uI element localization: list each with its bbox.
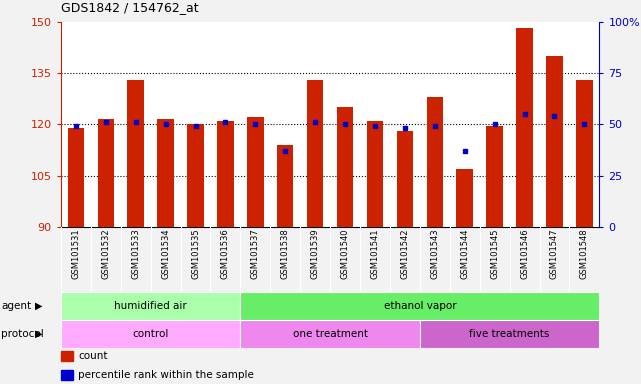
- Bar: [61, 320, 240, 348]
- Bar: [158, 119, 174, 227]
- Text: GDS1842 / 154762_at: GDS1842 / 154762_at: [61, 1, 199, 14]
- Text: GSM101535: GSM101535: [191, 228, 200, 279]
- Bar: [240, 320, 420, 348]
- Bar: [576, 80, 593, 227]
- Bar: [187, 124, 204, 227]
- Bar: [456, 169, 473, 227]
- Text: GSM101539: GSM101539: [311, 228, 320, 279]
- Text: percentile rank within the sample: percentile rank within the sample: [78, 370, 254, 380]
- Bar: [517, 28, 533, 227]
- Text: GSM101541: GSM101541: [370, 228, 379, 279]
- Text: GSM101542: GSM101542: [401, 228, 410, 279]
- Text: GSM101534: GSM101534: [161, 228, 170, 279]
- Text: GSM101546: GSM101546: [520, 228, 529, 279]
- Text: GSM101531: GSM101531: [71, 228, 80, 279]
- Bar: [247, 118, 263, 227]
- Bar: [68, 127, 84, 227]
- Text: humidified air: humidified air: [114, 301, 187, 311]
- Text: GSM101544: GSM101544: [460, 228, 469, 279]
- Bar: [61, 292, 240, 320]
- Bar: [397, 131, 413, 227]
- Bar: [217, 121, 233, 227]
- Text: ethanol vapor: ethanol vapor: [383, 301, 456, 311]
- Text: one treatment: one treatment: [292, 329, 368, 339]
- Text: GSM101543: GSM101543: [430, 228, 439, 279]
- Text: GSM101545: GSM101545: [490, 228, 499, 279]
- Bar: [337, 107, 353, 227]
- Bar: [307, 80, 324, 227]
- Bar: [487, 126, 503, 227]
- Bar: [61, 351, 72, 361]
- Text: control: control: [133, 329, 169, 339]
- Bar: [277, 145, 294, 227]
- Text: GSM101548: GSM101548: [580, 228, 589, 279]
- Bar: [427, 97, 443, 227]
- Text: count: count: [78, 351, 108, 361]
- Bar: [128, 80, 144, 227]
- Text: agent: agent: [1, 301, 31, 311]
- Text: ▶: ▶: [35, 329, 43, 339]
- Text: GSM101532: GSM101532: [101, 228, 110, 279]
- Bar: [61, 370, 72, 380]
- Text: GSM101533: GSM101533: [131, 228, 140, 279]
- Bar: [546, 56, 563, 227]
- Bar: [420, 320, 599, 348]
- Text: ▶: ▶: [35, 301, 43, 311]
- Text: protocol: protocol: [1, 329, 44, 339]
- Bar: [240, 292, 599, 320]
- Text: GSM101536: GSM101536: [221, 228, 230, 279]
- Bar: [97, 119, 114, 227]
- Text: GSM101540: GSM101540: [340, 228, 349, 279]
- Text: five treatments: five treatments: [469, 329, 550, 339]
- Text: GSM101547: GSM101547: [550, 228, 559, 279]
- Text: GSM101537: GSM101537: [251, 228, 260, 279]
- Bar: [367, 121, 383, 227]
- Text: GSM101538: GSM101538: [281, 228, 290, 279]
